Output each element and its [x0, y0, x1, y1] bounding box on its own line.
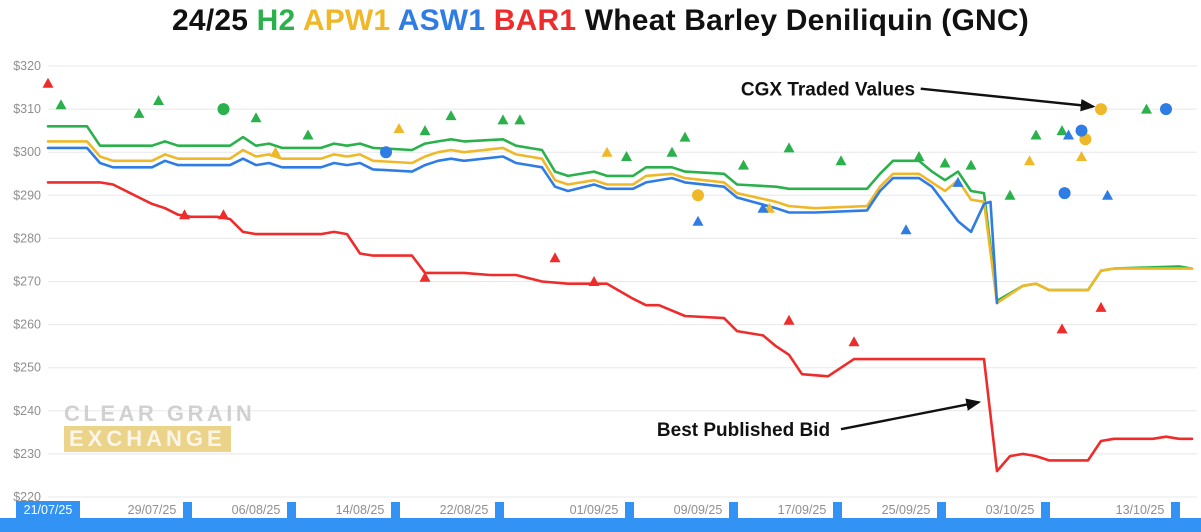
selection-bar: [0, 518, 1201, 532]
svg-text:22/08/25: 22/08/25: [440, 503, 489, 517]
svg-text:CGX Traded Values: CGX Traded Values: [741, 80, 915, 101]
selection-highlight: [391, 502, 400, 518]
svg-text:25/09/25: 25/09/25: [882, 503, 931, 517]
bid-line-ASW1: [46, 146, 999, 305]
title-part: H2: [256, 4, 303, 37]
trades-ASW1-circle: [380, 103, 1172, 200]
selection-highlight: [16, 501, 80, 518]
title-part: ASW1: [397, 4, 494, 37]
annotation: Best Published Bid: [657, 398, 982, 441]
title-part: APW1: [302, 4, 398, 37]
title-part: BAR1: [493, 4, 585, 37]
bid-line-H2: [46, 125, 1194, 303]
svg-text:$250: $250: [13, 361, 41, 375]
annotation: CGX Traded Values: [741, 80, 1096, 112]
trades-H2-triangle: [55, 95, 1152, 200]
trades-ASW1-triangle: [692, 129, 1113, 235]
svg-text:$230: $230: [13, 447, 41, 461]
svg-text:21/07/25: 21/07/25: [24, 503, 73, 517]
svg-text:$280: $280: [13, 231, 41, 245]
svg-text:17/09/25: 17/09/25: [778, 503, 827, 517]
title-part: 24/25: [172, 4, 257, 37]
svg-text:14/08/25: 14/08/25: [336, 503, 385, 517]
svg-text:$310: $310: [13, 102, 41, 116]
selection-highlight: [729, 502, 738, 518]
bid-line-BAR1: [46, 181, 1194, 473]
svg-text:13/10/25: 13/10/25: [1116, 503, 1165, 517]
x-axis-labels: 21/07/25 29/07/25 06/08/25 14/08/25 22/08/25…: [16, 501, 1180, 518]
svg-text:01/09/25: 01/09/25: [570, 503, 619, 517]
svg-text:$270: $270: [13, 275, 41, 289]
selection-highlight: [625, 502, 634, 518]
chart-title: 24/25 H2 APW1 ASW1 BAR1 Wheat Barley Den…: [0, 4, 1201, 38]
selection-highlight: [495, 502, 504, 518]
selection-highlight: [1041, 502, 1050, 518]
selection-highlight: [833, 502, 842, 518]
svg-text:$240: $240: [13, 404, 41, 418]
gridlines: [48, 65, 1197, 498]
title-part: Wheat Barley Deniliquin (GNC): [584, 4, 1029, 37]
selection-highlight: [183, 502, 192, 518]
selection-highlight: [1171, 502, 1180, 518]
trades-H2-circle: [217, 103, 230, 116]
svg-text:03/10/25: 03/10/25: [986, 503, 1035, 517]
selection-highlight: [287, 502, 296, 518]
bid-line-APW1: [46, 140, 1194, 305]
svg-text:$300: $300: [13, 145, 41, 159]
svg-text:06/08/25: 06/08/25: [232, 503, 281, 517]
svg-text:09/09/25: 09/09/25: [674, 503, 723, 517]
trades-APW1-circle: [692, 103, 1107, 202]
svg-text:$260: $260: [13, 318, 41, 332]
y-axis-labels: $220 $230 $240 $250 $260 $270 $280 $290 $300 $310…: [13, 59, 41, 504]
trades-APW1-triangle: [270, 123, 1087, 213]
svg-text:Best Published Bid: Best Published Bid: [657, 420, 830, 441]
svg-text:$320: $320: [13, 59, 41, 73]
svg-text:$220: $220: [13, 490, 41, 504]
selection-highlight: [937, 502, 946, 518]
trades-BAR1-triangle: [42, 77, 1107, 347]
svg-text:29/07/25: 29/07/25: [128, 503, 177, 517]
svg-text:$290: $290: [13, 188, 41, 202]
